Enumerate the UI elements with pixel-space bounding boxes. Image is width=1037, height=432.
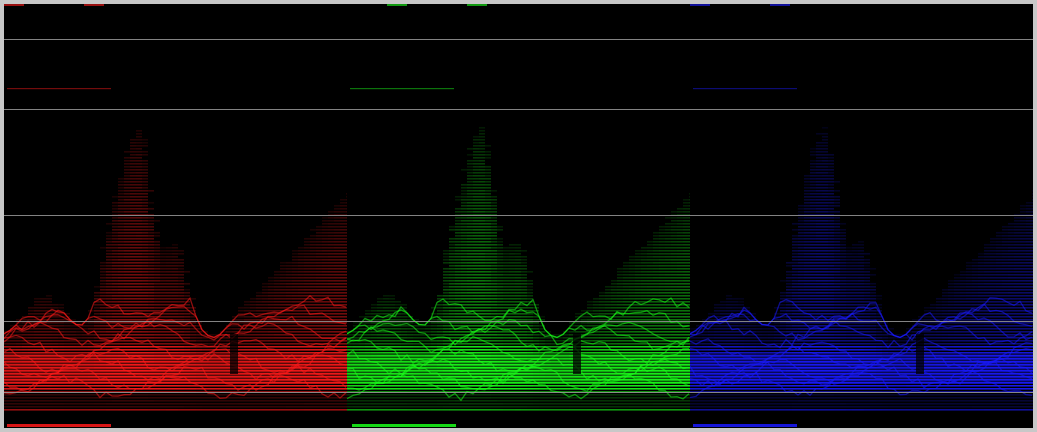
graticule-line [4, 321, 1033, 322]
green-waveform-traces [347, 4, 690, 427]
waveform-reference-line [7, 88, 111, 90]
waveform-top-marker [690, 4, 710, 6]
waveform-trace [4, 334, 347, 363]
rgb-parade-scope [4, 4, 1033, 428]
waveform-trace [690, 303, 1033, 339]
graticule-line [4, 39, 1033, 40]
waveform-trace [4, 347, 347, 374]
waveform-reference-line [693, 88, 797, 90]
green-waveform-plot [347, 4, 690, 427]
waveform-trace [4, 374, 347, 399]
waveform-reference-line [350, 88, 454, 90]
waveform-trace [690, 370, 1033, 399]
red-waveform-traces [4, 4, 347, 427]
blue-channel-waveform [690, 4, 1033, 428]
blue-waveform-traces [690, 4, 1033, 427]
waveform-trace [690, 319, 1033, 349]
waveform-trace [347, 324, 690, 354]
waveform-trace [690, 311, 1033, 341]
waveform-trace [4, 294, 347, 339]
waveform-trace [347, 297, 690, 339]
waveform-bottom-marker [7, 424, 111, 427]
blue-waveform-plot [690, 4, 1033, 427]
graticule-line [4, 215, 1033, 216]
green-channel-waveform [347, 4, 690, 428]
waveform-trace [347, 319, 690, 346]
waveform-dense-band [690, 354, 1033, 384]
red-waveform-plot [4, 4, 347, 427]
waveform-trace [4, 304, 347, 339]
waveform-trace [690, 337, 1033, 366]
waveform-bottom-marker [693, 424, 797, 427]
graticule-line [4, 392, 1033, 393]
waveform-trace [347, 364, 690, 392]
waveform-top-marker [84, 4, 104, 6]
waveform-bottom-marker [352, 424, 456, 427]
red-channel-waveform [4, 4, 347, 428]
waveform-trace [347, 335, 690, 365]
waveform-trace [690, 361, 1033, 389]
waveform-top-marker [770, 4, 790, 6]
waveform-trace [4, 320, 347, 348]
waveform-trace [347, 308, 690, 339]
waveform-top-marker [4, 4, 24, 6]
waveform-trace [347, 372, 690, 402]
graticule-line [4, 109, 1033, 110]
waveform-trace [4, 364, 347, 393]
waveform-top-marker [467, 4, 487, 6]
waveform-top-marker [387, 4, 407, 6]
waveform-trace [4, 352, 347, 381]
